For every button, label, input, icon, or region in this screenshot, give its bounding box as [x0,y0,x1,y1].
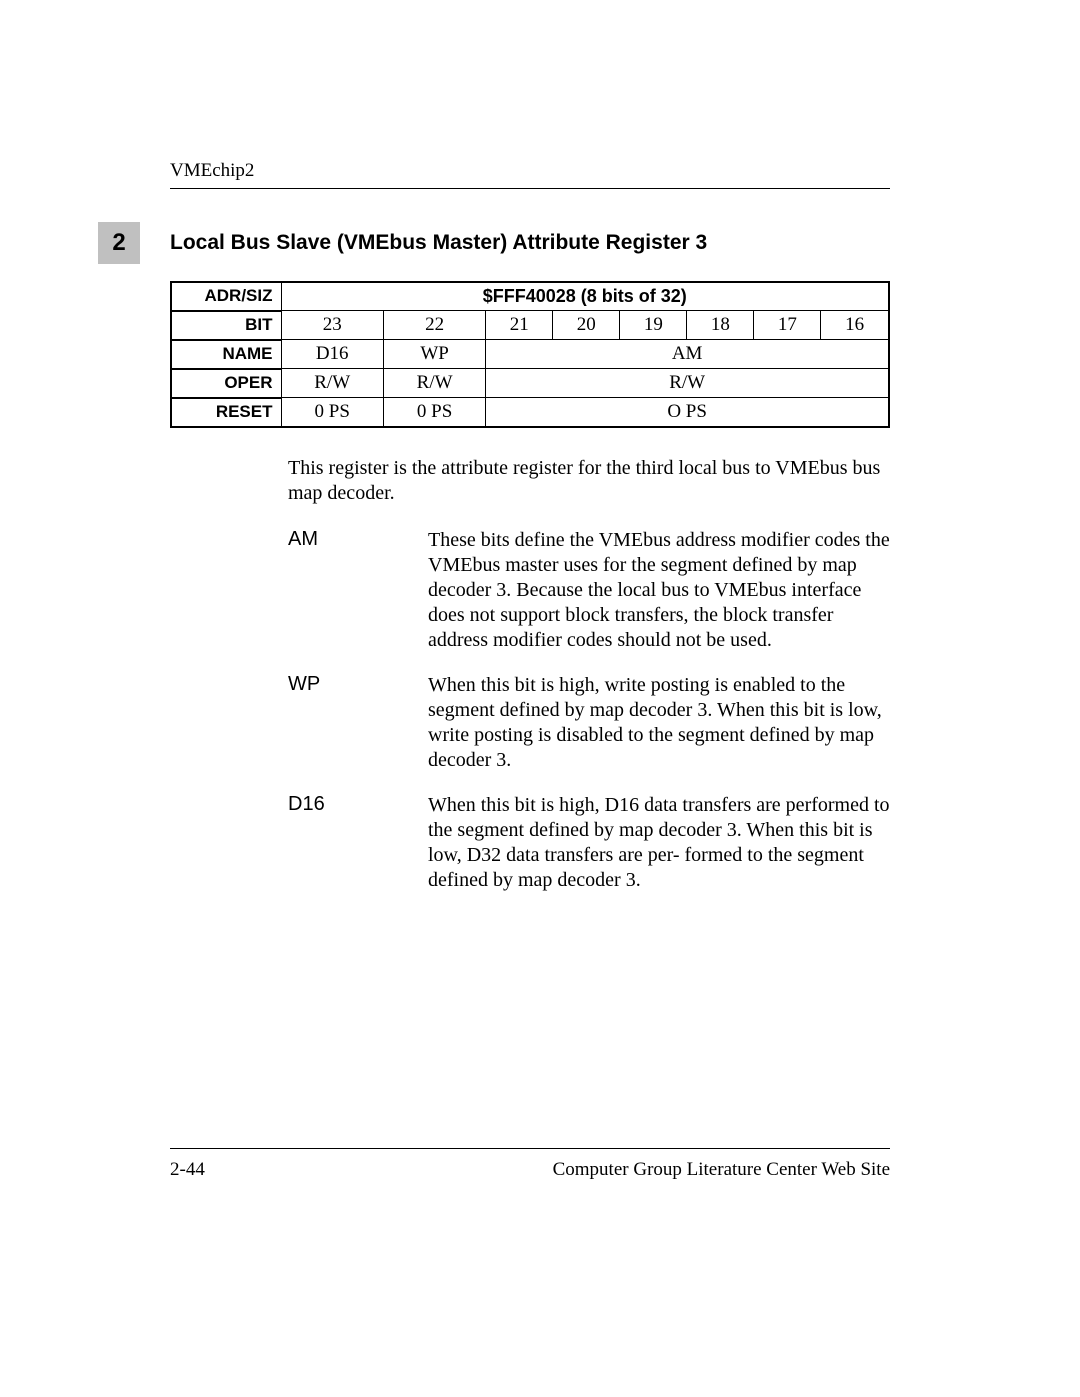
label-bit: BIT [171,311,281,340]
page-footer: 2-44 Computer Group Literature Center We… [170,1148,890,1181]
def-desc: When this bit is high, D16 data transfer… [428,793,890,893]
bit-cell: 22 [383,311,485,340]
label-name: NAME [171,340,281,369]
name-cell: WP [383,340,485,369]
def-term: AM [288,528,428,653]
def-row: D16 When this bit is high, D16 data tran… [288,793,890,893]
bit-cell: 19 [620,311,687,340]
label-reset: RESET [171,398,281,428]
bit-cell: 20 [553,311,620,340]
def-term: WP [288,673,428,773]
bit-cell: 18 [687,311,754,340]
reset-merged: O PS [486,398,889,428]
row-adr: ADR/SIZ $FFF40028 (8 bits of 32) [171,282,889,311]
section-number-badge: 2 [98,222,140,264]
def-row: AM These bits define the VMEbus address … [288,528,890,653]
definition-list: AM These bits define the VMEbus address … [288,528,890,893]
row-reset: RESET 0 PS 0 PS O PS [171,398,889,428]
name-cell: D16 [281,340,383,369]
bit-cell: 17 [754,311,821,340]
header-rule [170,188,890,189]
row-name: NAME D16 WP AM [171,340,889,369]
footer-text: Computer Group Literature Center Web Sit… [553,1159,890,1181]
def-row: WP When this bit is high, write posting … [288,673,890,773]
page-number: 2-44 [170,1159,205,1181]
oper-merged: R/W [486,369,889,398]
bit-cell: 21 [486,311,553,340]
running-header: VMEchip2 [170,160,890,182]
row-bit: BIT 23 22 21 20 19 18 17 16 [171,311,889,340]
def-desc: These bits define the VMEbus address mod… [428,528,890,653]
page-content: VMEchip2 2 Local Bus Slave (VMEbus Maste… [170,160,890,913]
bit-cell: 23 [281,311,383,340]
oper-cell: R/W [383,369,485,398]
oper-cell: R/W [281,369,383,398]
footer-rule [170,1148,890,1149]
name-merged: AM [486,340,889,369]
def-term: D16 [288,793,428,893]
bit-cell: 16 [821,311,889,340]
label-adr: ADR/SIZ [171,282,281,311]
reset-cell: 0 PS [281,398,383,428]
label-oper: OPER [171,369,281,398]
register-table: ADR/SIZ $FFF40028 (8 bits of 32) BIT 23 … [170,281,890,428]
adr-value: $FFF40028 (8 bits of 32) [281,282,889,311]
row-oper: OPER R/W R/W R/W [171,369,889,398]
def-desc: When this bit is high, write posting is … [428,673,890,773]
intro-paragraph: This register is the attribute register … [288,456,890,506]
section-title: Local Bus Slave (VMEbus Master) Attribut… [170,231,890,255]
reset-cell: 0 PS [383,398,485,428]
